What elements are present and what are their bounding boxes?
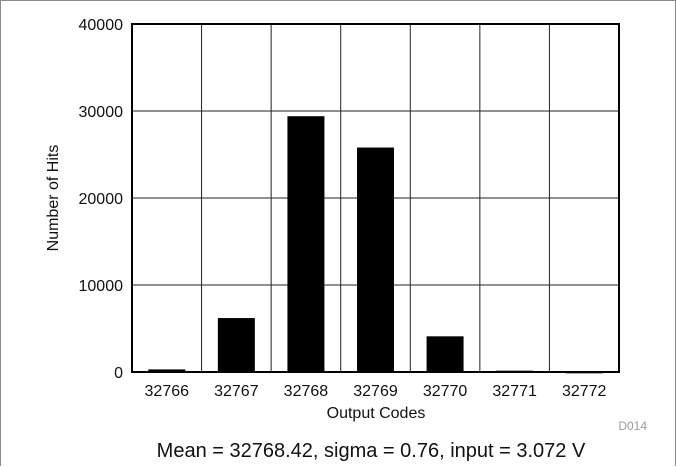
x-tick-label: 32772: [562, 383, 607, 400]
bar-32769: [357, 148, 394, 372]
bar-32768: [287, 116, 324, 372]
y-tick-label: 30000: [79, 104, 124, 121]
bar-32767: [218, 318, 255, 372]
y-tick-label: 0: [114, 365, 123, 382]
y-tick-label: 10000: [79, 278, 124, 295]
bars: [148, 116, 602, 373]
bar-32770: [427, 336, 464, 372]
y-tick-label: 20000: [79, 191, 124, 208]
x-tick-label: 32770: [423, 383, 468, 400]
x-tick-labels: 32766 32767 32768 32769 32770 32771 32772: [145, 383, 607, 400]
x-tick-label: 32771: [492, 383, 537, 400]
figure-caption: Mean = 32768.42, sigma = 0.76, input = 3…: [157, 440, 586, 462]
figure-code: D014: [618, 419, 647, 433]
x-tick-label: 32767: [214, 383, 259, 400]
y-tick-label: 40000: [79, 17, 124, 34]
x-tick-label: 32768: [284, 383, 329, 400]
x-tick-label: 32766: [145, 383, 190, 400]
x-tick-label: 32769: [353, 383, 398, 400]
y-tick-labels: 0 10000 20000 30000 40000: [79, 17, 124, 382]
y-axis-title: Number of Hits: [45, 145, 62, 252]
x-axis-title: Output Codes: [327, 405, 426, 422]
